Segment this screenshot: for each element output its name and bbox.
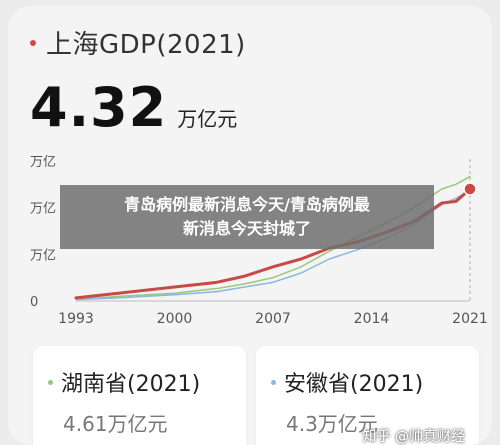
province-card-hunan[interactable]: 湖南省(2021) 4.61万亿元	[33, 346, 246, 445]
y-tick-label: 万亿	[30, 155, 56, 170]
card-title-row: 安徽省(2021)	[271, 366, 423, 398]
x-tick-label: 2021	[452, 311, 488, 327]
overlay-caption-line1: 青岛病例最新消息今天/青岛病例最	[124, 195, 370, 214]
title-row: 上海GDP(2021)	[30, 24, 246, 61]
page-title: 上海GDP(2021)	[46, 30, 246, 60]
card-title: 安徽省(2021)	[284, 372, 424, 397]
legend-dot-icon	[48, 379, 53, 385]
y-tick-label: 万亿	[30, 248, 56, 263]
x-tick-label: 1993	[58, 311, 94, 327]
province-card-anhui[interactable]: 安徽省(2021) 4.3万亿元 知乎 @帅真财经	[256, 346, 479, 445]
y-tick-label: 0	[30, 295, 38, 310]
watermark: 知乎 @帅真财经	[362, 429, 465, 445]
legend-dot-icon	[271, 379, 276, 385]
gdp-unit: 万亿元	[177, 107, 238, 131]
gdp-value-row: 4.32 万亿元	[30, 76, 237, 139]
bullet-dot-icon	[30, 39, 36, 46]
card-title: 湖南省(2021)	[61, 372, 201, 397]
series-line	[74, 187, 472, 300]
overlay-caption-line2: 新消息今天封城了	[182, 219, 311, 238]
card-title-row: 湖南省(2021)	[48, 366, 200, 398]
x-tick-label: 2014	[354, 311, 390, 327]
series-line	[75, 175, 471, 301]
series-line	[75, 189, 471, 301]
y-tick-label: 万亿	[30, 202, 56, 217]
card-value: 4.3万亿元	[286, 412, 378, 436]
card-value: 4.61万亿元	[63, 412, 168, 436]
x-tick-label: 2000	[157, 311, 193, 327]
highlight-point	[463, 182, 477, 196]
x-tick-label: 2007	[255, 311, 291, 327]
overlay-caption: 青岛病例最新消息今天/青岛病例最 新消息今天封城了	[60, 185, 434, 249]
gdp-value: 4.32	[30, 76, 168, 139]
